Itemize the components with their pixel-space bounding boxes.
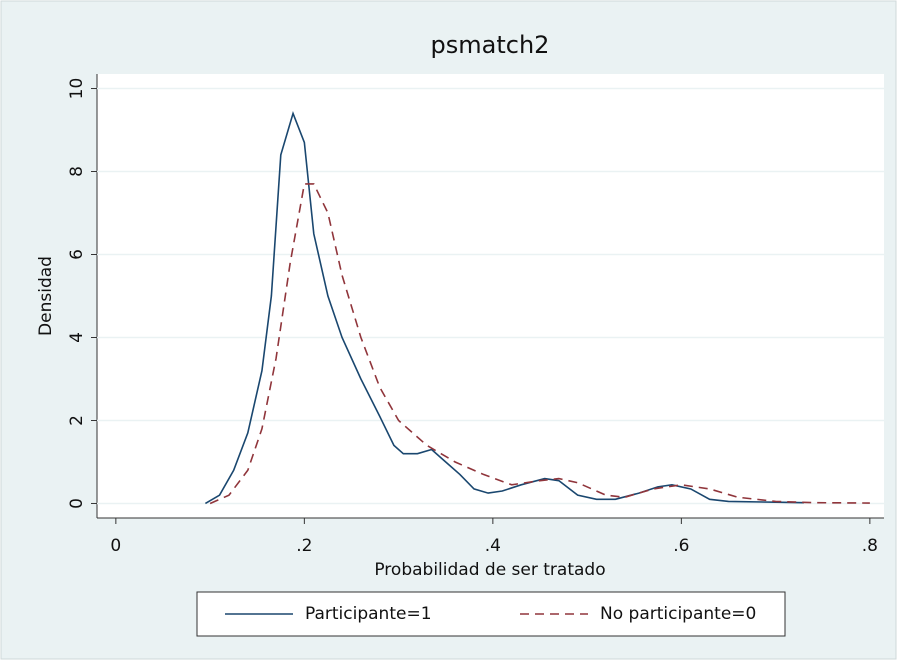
y-tick-label: 0 <box>67 498 87 509</box>
legend-box <box>196 591 786 637</box>
y-tick-label: 6 <box>67 249 87 260</box>
y-tick-label: 10 <box>67 78 87 100</box>
x-tick-label: .8 <box>862 536 878 556</box>
y-axis-label: Densidad <box>36 256 56 336</box>
x-tick-label: .4 <box>485 536 501 556</box>
x-tick-label: .6 <box>673 536 689 556</box>
x-tick-label: 0 <box>110 536 121 556</box>
y-tick-label: 8 <box>67 166 87 177</box>
y-tick-label: 2 <box>67 415 87 426</box>
x-axis-label: Probabilidad de ser tratado <box>374 560 605 580</box>
series-line <box>209 183 870 505</box>
y-tick-label: 4 <box>67 332 87 343</box>
legend-label: No participante=0 <box>600 604 756 624</box>
x-tick-label: .2 <box>296 536 312 556</box>
legend-label: Participante=1 <box>305 604 432 624</box>
chart-title: psmatch2 <box>431 31 550 59</box>
plot-area <box>97 74 884 518</box>
series-line <box>204 110 804 505</box>
